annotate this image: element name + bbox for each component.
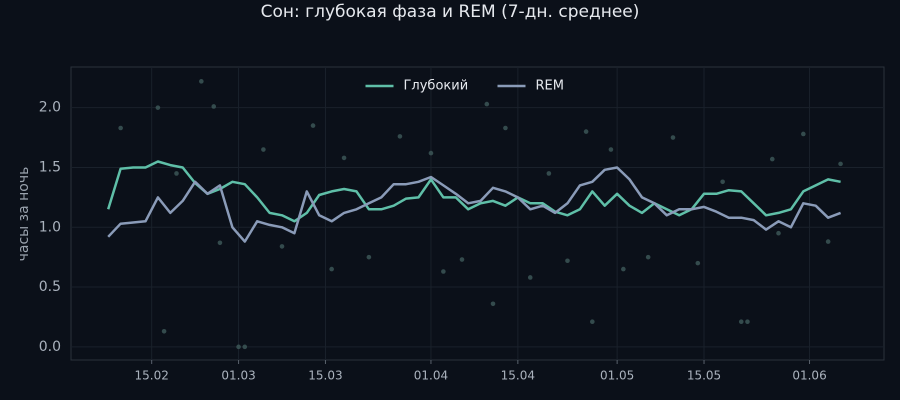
- nightly-point: [776, 230, 781, 236]
- nightly-point: [825, 239, 831, 244]
- plot-frame: [70, 66, 885, 361]
- series-line: [107, 160, 841, 223]
- nightly-point: [236, 344, 241, 350]
- nightly-point: [527, 275, 533, 280]
- y-tick-label: 0.5: [39, 279, 61, 295]
- legend: Глубокий REM: [365, 79, 564, 94]
- nightly-point: [329, 266, 334, 272]
- nightly-point: [484, 101, 490, 107]
- nightly-point: [745, 319, 750, 325]
- nightly-point: [174, 171, 179, 176]
- nightly-point: [279, 244, 285, 249]
- nightly-point: [199, 79, 204, 84]
- y-axis-label: часы за ночь: [16, 167, 32, 262]
- nightly-point: [397, 134, 403, 139]
- nightly-point: [261, 147, 266, 152]
- x-tick-label: 15.04: [501, 369, 535, 383]
- nightly-point: [769, 156, 775, 162]
- nightly-point: [161, 328, 167, 334]
- y-tick-label: 0.0: [39, 339, 61, 355]
- x-tick-label: 01.06: [792, 369, 826, 383]
- nightly-point: [341, 155, 347, 161]
- nightly-point: [645, 254, 651, 260]
- nightly-point: [459, 257, 465, 262]
- nightly-point: [503, 125, 508, 131]
- nightly-point: [720, 179, 725, 185]
- y-tick-label: 2.0: [39, 100, 61, 116]
- nightly-point: [441, 269, 446, 274]
- nightly-point: [583, 129, 589, 134]
- series-line: [107, 166, 842, 243]
- nightly-point: [738, 319, 744, 325]
- legend-label: Глубокий: [404, 79, 469, 94]
- chart-title: Сон: глубокая фаза и REM (7-дн. среднее): [261, 2, 640, 22]
- nightly-point: [366, 254, 372, 260]
- x-tick-label: 01.03: [221, 369, 255, 383]
- nightly-point: [118, 125, 123, 131]
- x-tick-label: 15.05: [687, 369, 721, 383]
- nightly-point: [608, 147, 614, 152]
- nightly-point: [310, 123, 316, 128]
- x-tick-label: 01.05: [600, 369, 634, 383]
- x-tick-label: 01.04: [414, 369, 448, 383]
- nightly-point: [590, 319, 595, 325]
- x-tick-label: 15.03: [308, 369, 342, 383]
- nightly-point: [428, 150, 434, 156]
- nightly-point: [565, 258, 570, 264]
- y-tick-label: 1.0: [39, 219, 61, 235]
- nightly-point: [546, 171, 552, 176]
- nightly-point: [217, 240, 223, 246]
- x-tick-label: 15.02: [134, 369, 168, 383]
- y-tick-label: 1.5: [39, 159, 61, 175]
- nightly-point: [621, 266, 626, 272]
- nightly-point: [695, 260, 701, 266]
- nightly-point: [211, 104, 217, 109]
- nightly-point: [801, 131, 806, 137]
- nightly-point: [670, 135, 676, 140]
- nightly-point: [242, 344, 248, 350]
- nightly-point: [838, 161, 843, 167]
- nightly-point: [490, 301, 496, 307]
- nightly-point: [155, 105, 161, 110]
- legend-label: REM: [536, 79, 564, 94]
